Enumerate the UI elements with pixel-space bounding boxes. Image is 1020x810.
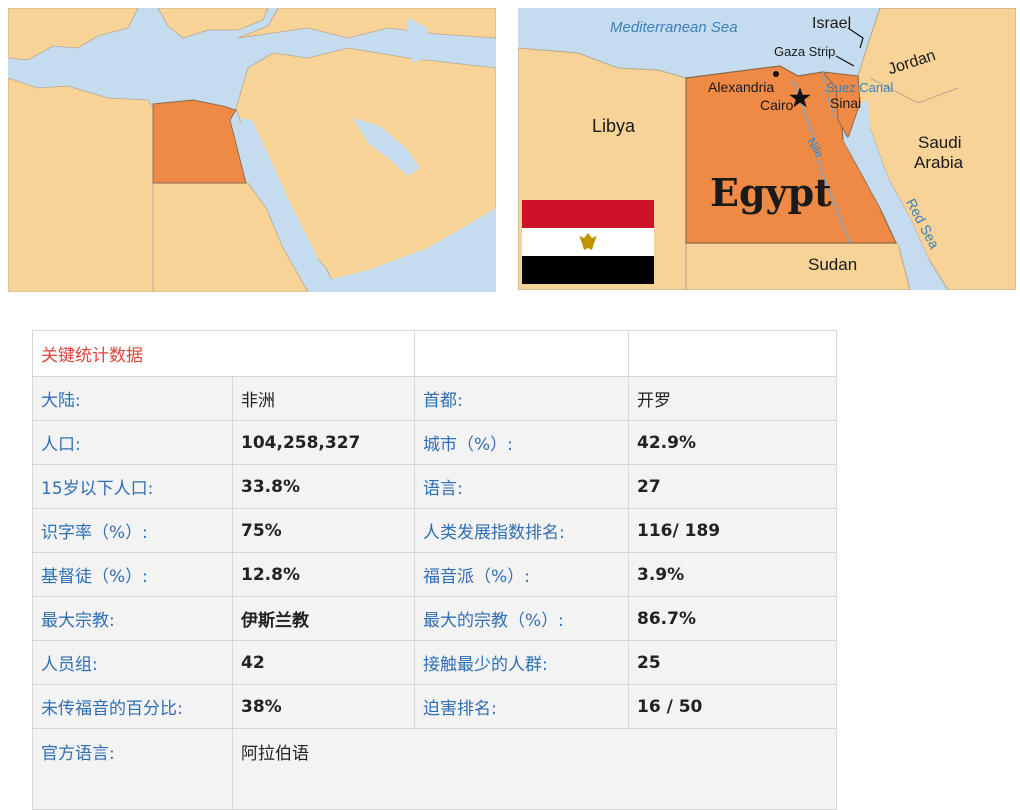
stat-label: 接触最少的人群: <box>414 640 629 685</box>
stat-value: 3.9% <box>628 552 837 597</box>
key-statistics-table: 关键统计数据 大陆: 非洲 首都: 开罗 人口: 104,258,327 城市（%）: 42.… <box>32 330 837 810</box>
stat-value: 86.7% <box>628 596 837 641</box>
table-row: 人员组: 42 接触最少的人群: 25 <box>32 640 837 685</box>
libya-label: Libya <box>592 116 636 136</box>
table-row: 未传福音的百分比: 38% 迫害排名: 16 / 50 <box>32 684 837 729</box>
table-row: 15岁以下人口: 33.8% 语言: 27 <box>32 464 837 509</box>
egypt-label: Egypt <box>710 170 832 215</box>
capital-star-icon <box>789 87 811 108</box>
stat-label: 15岁以下人口: <box>32 464 233 509</box>
mediterranean-sea-label: Mediterranean Sea <box>610 19 738 36</box>
stat-value: 116/ 189 <box>628 508 837 553</box>
egypt-detail-map: Mediterranean Sea Israel Gaza Strip Jord… <box>518 8 1016 290</box>
sinai-label: Sinai <box>830 95 861 111</box>
alexandria-label: Alexandria <box>708 79 774 95</box>
stats-rows: 大陆: 非洲 首都: 开罗 人口: 104,258,327 城市（%）: 42.9% 15岁以下… <box>32 376 837 729</box>
israel-label: Israel <box>812 15 851 32</box>
stat-value: 38% <box>232 684 415 729</box>
stat-label: 未传福音的百分比: <box>32 684 233 729</box>
stat-label: 最大宗教: <box>32 596 233 641</box>
saudi-label-line1: Saudi <box>918 133 961 152</box>
stat-label: 基督徒（%）: <box>32 552 233 597</box>
table-row: 人口: 104,258,327 城市（%）: 42.9% <box>32 420 837 465</box>
stat-value: 104,258,327 <box>232 420 415 465</box>
sudan-label: Sudan <box>808 255 857 274</box>
stat-label: 识字率（%）: <box>32 508 233 553</box>
stat-label: 最大的宗教（%）: <box>414 596 629 641</box>
suez-canal-label: Suez Canal <box>826 80 893 95</box>
cairo-label: Cairo <box>760 97 794 113</box>
stat-value: 12.8% <box>232 552 415 597</box>
stat-value: 开罗 <box>628 376 837 421</box>
stat-value: 75% <box>232 508 415 553</box>
stat-value: 伊斯兰教 <box>232 596 415 641</box>
table-row: 基督徒（%）: 12.8% 福音派（%）: 3.9% <box>32 552 837 597</box>
stat-value: 42.9% <box>628 420 837 465</box>
stat-label: 大陆: <box>32 376 233 421</box>
table-row: 最大宗教: 伊斯兰教 最大的宗教（%）: 86.7% <box>32 596 837 641</box>
stat-value: 42 <box>232 640 415 685</box>
stat-label: 城市（%）: <box>414 420 629 465</box>
eagle-of-saladin-icon <box>579 233 597 250</box>
stat-label: 迫害排名: <box>414 684 629 729</box>
table-title: 关键统计数据 <box>32 330 415 377</box>
stat-label: 首都: <box>414 376 629 421</box>
stat-value: 16 / 50 <box>628 684 837 729</box>
table-row: 识字率（%）: 75% 人类发展指数排名: 116/ 189 <box>32 508 837 553</box>
stat-label: 语言: <box>414 464 629 509</box>
egypt-flag <box>522 200 654 284</box>
saudi-label-line2: Arabia <box>914 153 964 172</box>
stat-label: 人口: <box>32 420 233 465</box>
gaza-strip-label: Gaza Strip <box>774 44 835 59</box>
stat-label: 福音派（%）: <box>414 552 629 597</box>
regional-locator-map <box>8 8 496 292</box>
stat-label: 人类发展指数排名: <box>414 508 629 553</box>
stat-value: 非洲 <box>232 376 415 421</box>
stat-label: 人员组: <box>32 640 233 685</box>
table-title-row: 关键统计数据 <box>32 330 837 377</box>
table-row: 大陆: 非洲 首都: 开罗 <box>32 376 837 421</box>
stat-value: 27 <box>628 464 837 509</box>
stat-value: 25 <box>628 640 837 685</box>
official-language-value: 阿拉伯语 <box>232 728 837 810</box>
stat-value: 33.8% <box>232 464 415 509</box>
official-language-label: 官方语言: <box>32 728 233 810</box>
table-row: 官方语言: 阿拉伯语 <box>32 728 837 810</box>
alexandria-dot <box>773 71 779 77</box>
